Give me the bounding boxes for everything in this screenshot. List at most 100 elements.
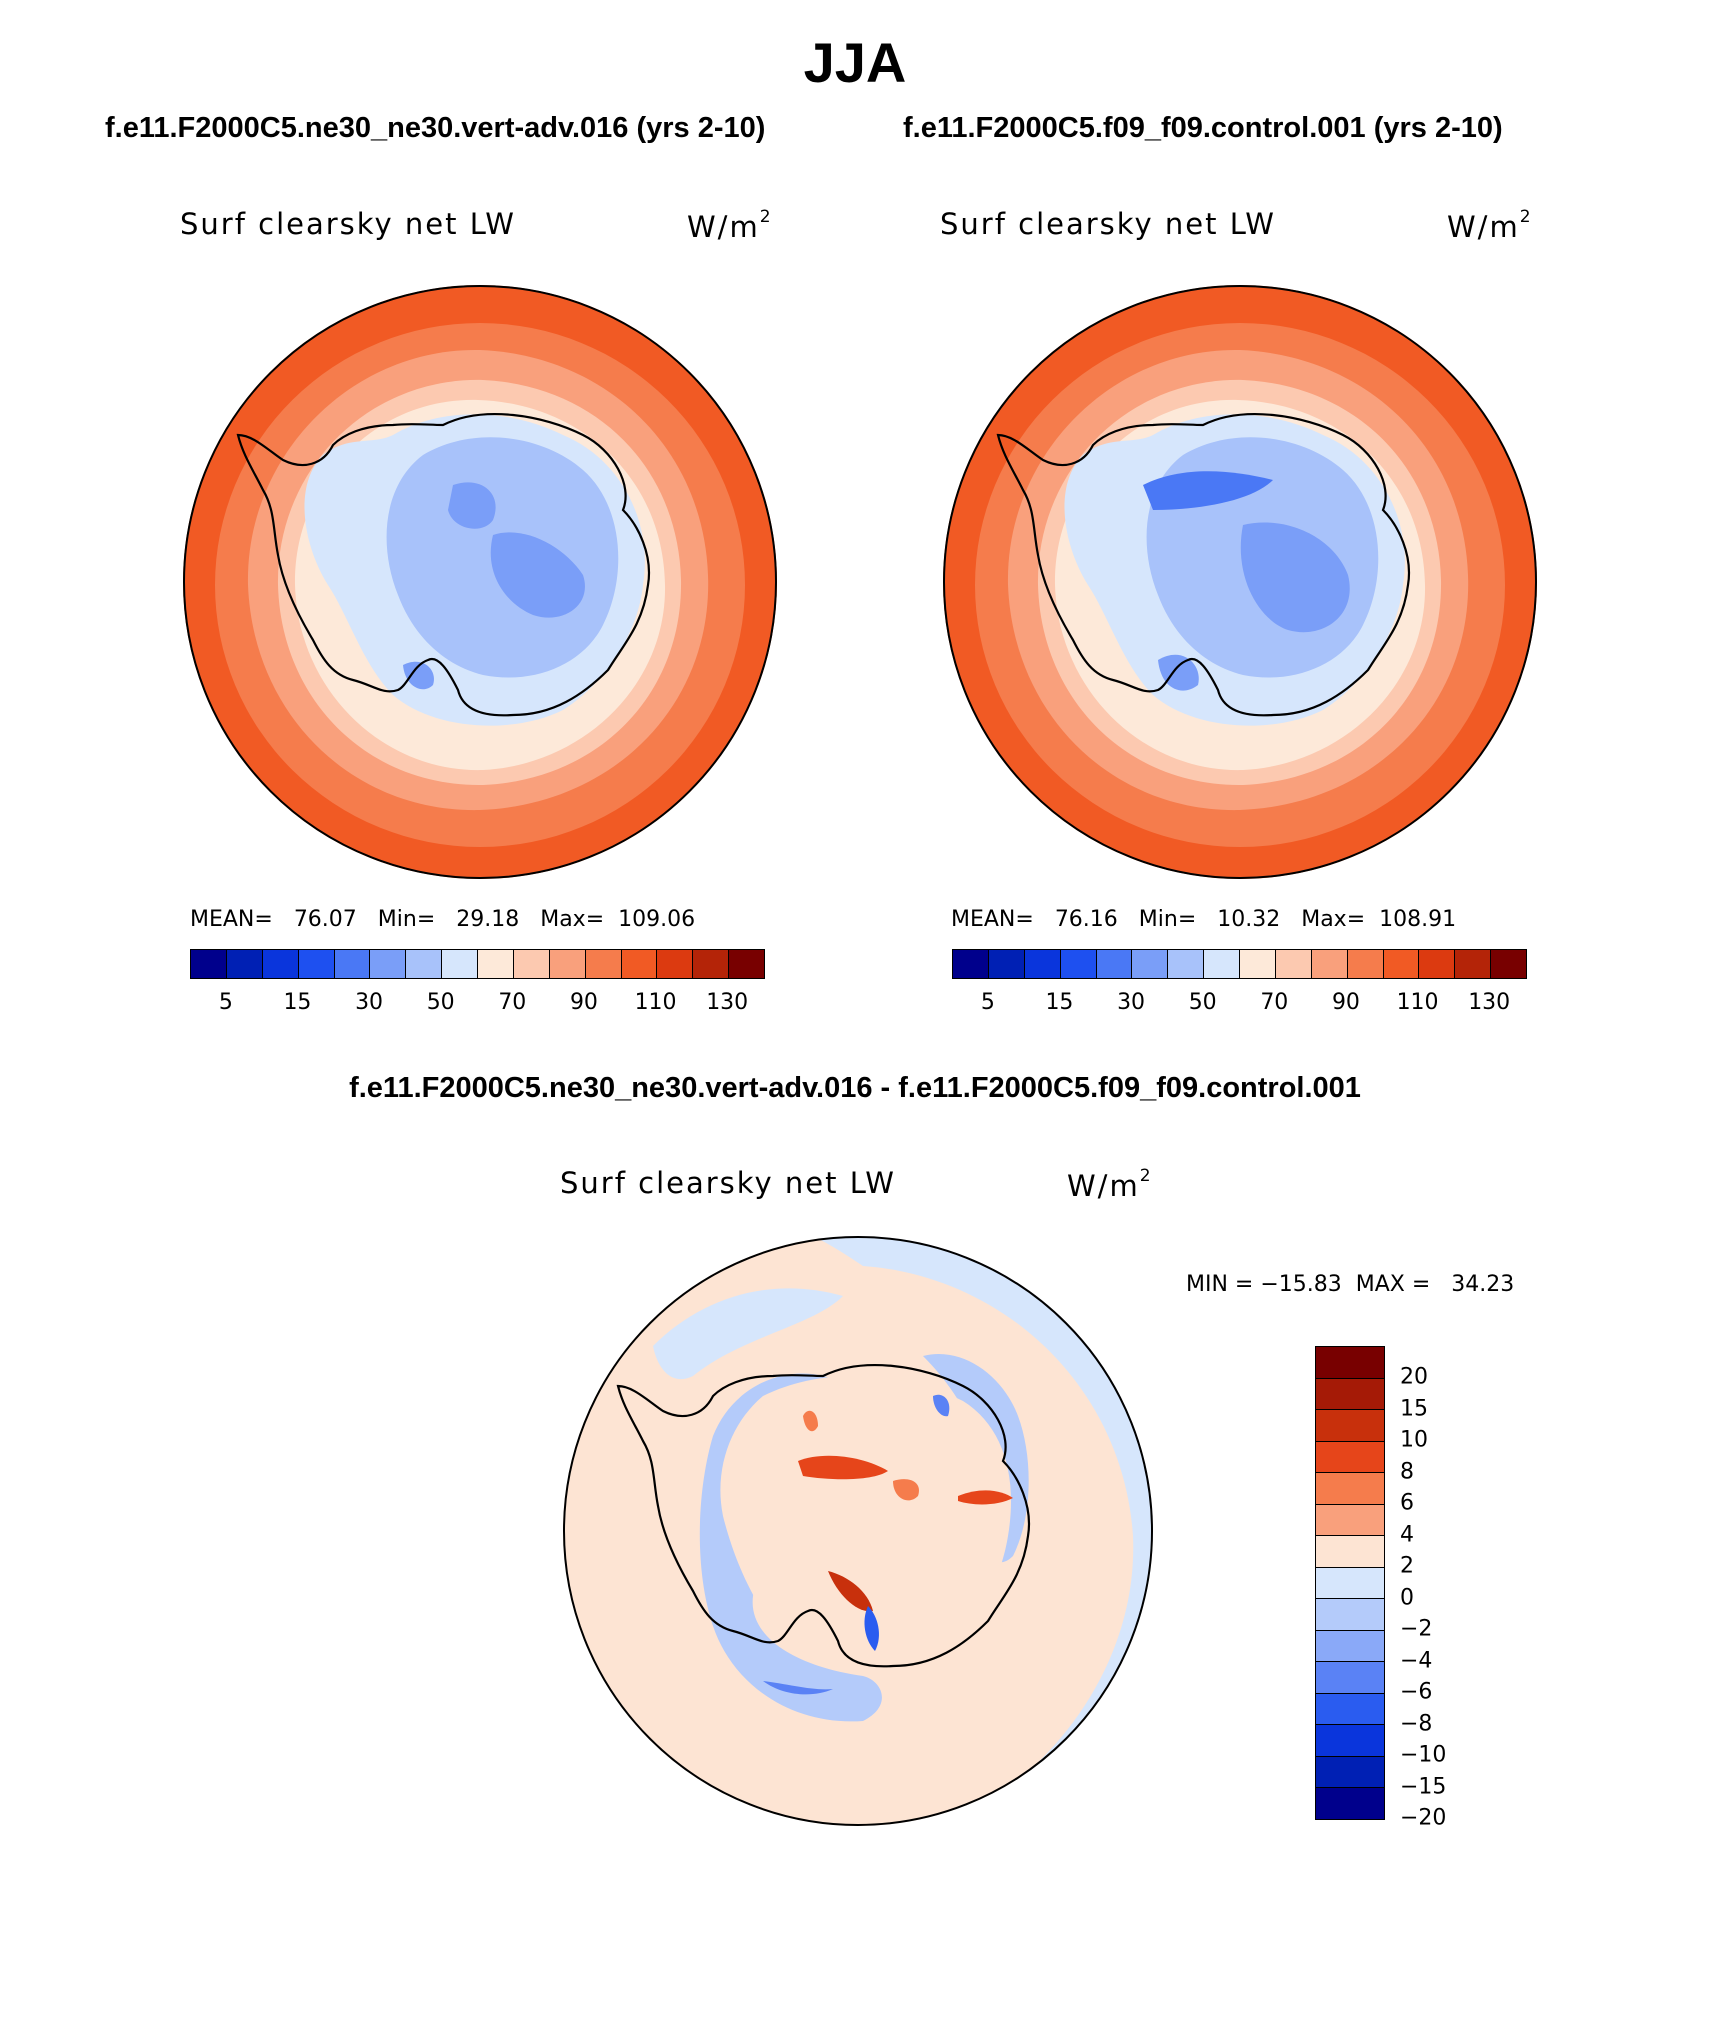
colorbar-swatch bbox=[1132, 950, 1169, 978]
colorbar-tick-label: 50 bbox=[1188, 990, 1217, 1015]
left-case-title: f.e11.F2000C5.ne30_ne30.vert-adv.016 (yr… bbox=[105, 112, 766, 144]
colorbar-tick-label: 110 bbox=[1396, 990, 1439, 1015]
colorbar-tick-label: 30 bbox=[355, 990, 384, 1015]
colorbar-swatch bbox=[1383, 950, 1420, 978]
colorbar-swatch bbox=[1316, 1504, 1384, 1537]
colorbar-tick-label: 15 bbox=[283, 990, 312, 1015]
diff-colorbar-ticks: 20 15 10 8 6 4 2 0 −2 −4 −6 −8 −10 −15 −20 bbox=[1400, 1346, 1480, 1831]
diff-negative-streak-1 bbox=[864, 1606, 879, 1651]
right-colorbar-ticks: 5 15 30 50 70 90 110 130 bbox=[952, 990, 1525, 1020]
left-units-label: W/m2 bbox=[687, 207, 773, 244]
left-colorbar bbox=[190, 949, 765, 979]
left-variable-label: Surf clearsky net LW bbox=[180, 207, 516, 241]
colorbar-swatch bbox=[1204, 950, 1240, 978]
colorbar-tick-label: −10 bbox=[1400, 1742, 1447, 1768]
colorbar-swatch bbox=[621, 950, 658, 978]
colorbar-swatch bbox=[1316, 1410, 1384, 1442]
right-units-label: W/m2 bbox=[1447, 207, 1533, 244]
left-colorbar-ticks: 5 15 30 50 70 90 110 130 bbox=[190, 990, 763, 1020]
colorbar-tick-label: 70 bbox=[1260, 990, 1289, 1015]
colorbar-swatch bbox=[1275, 950, 1312, 978]
right-ross-patch bbox=[1158, 654, 1199, 691]
colorbar-tick-label: 6 bbox=[1400, 1490, 1414, 1516]
diff-coastline bbox=[616, 1363, 1031, 1668]
colorbar-tick-label: −8 bbox=[1400, 1711, 1433, 1737]
colorbar-swatch bbox=[1168, 950, 1205, 978]
colorbar-swatch bbox=[1316, 1347, 1384, 1379]
diff-continent-field bbox=[720, 1375, 1011, 1672]
right-case-title: f.e11.F2000C5.f09_f09.control.001 (yrs 2… bbox=[903, 112, 1503, 144]
colorbar-tick-label: 110 bbox=[634, 990, 677, 1015]
colorbar-swatch bbox=[334, 950, 371, 978]
diff-minmax-text: MIN = −15.83 MAX = 34.23 bbox=[1186, 1272, 1515, 1297]
right-coastline bbox=[996, 412, 1411, 717]
diff-negative-streak-3 bbox=[933, 1394, 950, 1417]
diff-near-zero-region-2 bbox=[653, 1288, 843, 1380]
diff-positive-streak-3 bbox=[893, 1479, 919, 1501]
colorbar-swatch bbox=[298, 950, 335, 978]
colorbar-swatch bbox=[1316, 1756, 1384, 1789]
colorbar-swatch bbox=[1311, 950, 1348, 978]
colorbar-swatch bbox=[729, 950, 764, 978]
colorbar-swatch bbox=[988, 950, 1025, 978]
colorbar-swatch bbox=[1316, 1378, 1384, 1411]
colorbar-tick-label: 15 bbox=[1045, 990, 1074, 1015]
colorbar-tick-label: 5 bbox=[218, 990, 233, 1015]
colorbar-tick-label: 130 bbox=[706, 990, 749, 1015]
colorbar-swatch bbox=[513, 950, 550, 978]
colorbar-tick-label: 90 bbox=[569, 990, 598, 1015]
diff-colorbar bbox=[1315, 1346, 1385, 1820]
colorbar-swatch bbox=[1419, 950, 1456, 978]
colorbar-swatch bbox=[226, 950, 263, 978]
right-colorbar bbox=[952, 949, 1527, 979]
colorbar-swatch bbox=[585, 950, 622, 978]
colorbar-swatch bbox=[262, 950, 299, 978]
colorbar-tick-label: 0 bbox=[1400, 1585, 1414, 1611]
colorbar-swatch bbox=[1316, 1441, 1384, 1474]
right-plateau-patch bbox=[1240, 522, 1350, 633]
figure-title: JJA bbox=[803, 31, 907, 94]
colorbar-swatch bbox=[1347, 950, 1384, 978]
colorbar-swatch bbox=[191, 950, 227, 978]
diff-positive-streak-2 bbox=[958, 1490, 1013, 1505]
diff-variable-label: Surf clearsky net LW bbox=[560, 1166, 896, 1200]
colorbar-swatch bbox=[953, 950, 989, 978]
colorbar-swatch bbox=[1316, 1567, 1384, 1600]
diff-title: f.e11.F2000C5.ne30_ne30.vert-adv.016 - f… bbox=[349, 1072, 1361, 1104]
colorbar-tick-label: −6 bbox=[1400, 1679, 1433, 1705]
right-variable-label: Surf clearsky net LW bbox=[940, 207, 1276, 241]
left-coastline bbox=[236, 412, 651, 717]
colorbar-tick-label: 15 bbox=[1400, 1396, 1428, 1422]
left-stats-line: MEAN= 76.07 Min= 29.18 Max= 109.06 bbox=[190, 907, 696, 932]
colorbar-tick-label: 90 bbox=[1331, 990, 1360, 1015]
colorbar-swatch bbox=[1096, 950, 1133, 978]
colorbar-tick-label: 2 bbox=[1400, 1553, 1414, 1579]
left-ross-patch bbox=[403, 661, 434, 690]
colorbar-swatch bbox=[549, 950, 586, 978]
right-polar-map bbox=[943, 285, 1537, 879]
diff-positive-streak-1 bbox=[798, 1455, 888, 1480]
colorbar-tick-label: 5 bbox=[980, 990, 995, 1015]
colorbar-swatch bbox=[1060, 950, 1097, 978]
colorbar-swatch bbox=[1491, 950, 1526, 978]
right-ridge-band bbox=[1143, 471, 1273, 510]
diff-negative-streak-2 bbox=[763, 1681, 833, 1695]
left-plateau-patch-2 bbox=[448, 482, 496, 529]
colorbar-swatch bbox=[442, 950, 478, 978]
colorbar-tick-label: 130 bbox=[1468, 990, 1511, 1015]
colorbar-tick-label: −15 bbox=[1400, 1774, 1447, 1800]
colorbar-swatch bbox=[406, 950, 443, 978]
colorbar-swatch bbox=[1316, 1630, 1384, 1663]
colorbar-swatch bbox=[1316, 1662, 1384, 1694]
diff-positive-streak-4 bbox=[828, 1571, 873, 1612]
diff-polar-map bbox=[563, 1236, 1153, 1826]
colorbar-tick-label: 8 bbox=[1400, 1459, 1414, 1485]
colorbar-tick-label: 20 bbox=[1400, 1364, 1428, 1390]
diff-units-label: W/m2 bbox=[1067, 1166, 1153, 1203]
diff-positive-streak-5 bbox=[803, 1410, 818, 1432]
colorbar-swatch bbox=[1316, 1725, 1384, 1757]
colorbar-swatch bbox=[1316, 1473, 1384, 1505]
colorbar-tick-label: −4 bbox=[1400, 1648, 1433, 1674]
colorbar-swatch bbox=[370, 950, 407, 978]
colorbar-tick-label: −2 bbox=[1400, 1616, 1433, 1642]
